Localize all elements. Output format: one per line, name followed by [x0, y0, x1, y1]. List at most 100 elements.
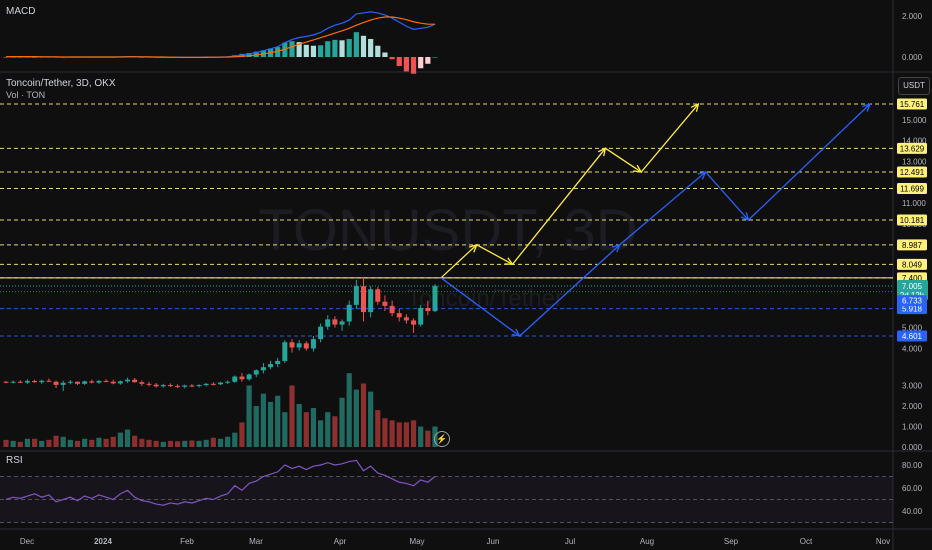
candle-body [110, 381, 116, 384]
prev-price-badge [897, 295, 927, 307]
candle-body [353, 286, 359, 305]
candle-body [218, 382, 223, 385]
macd-histogram-bar [325, 41, 331, 57]
volume-bar [410, 420, 417, 447]
currency-button[interactable]: USDT [898, 77, 930, 95]
lightning-icon[interactable]: ⚡ [434, 431, 450, 447]
rsi-line [5, 459, 436, 506]
candle-body [125, 379, 131, 382]
volume-bar [275, 395, 281, 447]
volume-bar [310, 408, 317, 447]
candle-body [411, 320, 417, 325]
price-tick-label: 15.000 [902, 116, 927, 125]
candle-body [132, 379, 138, 383]
volume-bar [203, 439, 209, 447]
volume-bar [239, 422, 245, 447]
price-tick-label: 0.000 [902, 443, 923, 452]
candle-body [189, 385, 195, 387]
macd-tick-label: 2.000 [902, 12, 923, 21]
rsi-label: RSI [6, 455, 23, 466]
projection-paths [440, 102, 872, 337]
volume-bar [196, 440, 202, 447]
macd-histogram-bar [353, 32, 359, 57]
price-tick-label: 14.000 [902, 137, 927, 146]
volume-bar [353, 389, 359, 447]
candle-body [46, 380, 52, 382]
candle-body [175, 385, 181, 387]
volume-bars [3, 373, 438, 447]
candle-body [89, 381, 95, 383]
volume-bar [403, 422, 409, 447]
volume-bar [10, 440, 16, 447]
volume-bar [53, 435, 59, 447]
watermark-symbol: TONUSDT, 3D [258, 198, 637, 263]
volume-label: Vol · TON [6, 90, 46, 100]
macd-histogram-bar [346, 38, 352, 57]
time-tick-label: Jun [487, 537, 500, 546]
time-tick-label: Nov [876, 537, 890, 546]
volume-bar [146, 439, 152, 447]
volume-bar [124, 429, 131, 447]
volume-bar [175, 441, 181, 447]
macd-histogram-bar [432, 57, 438, 58]
level-badge [897, 258, 927, 270]
rsi-pane [0, 459, 893, 523]
level-badge-label: 11.699 [900, 184, 924, 193]
candle-body [167, 385, 173, 387]
candle-body [368, 289, 374, 313]
volume-bar [96, 437, 102, 447]
projection-blue-arrowhead [697, 171, 707, 180]
volume-bar [89, 439, 95, 447]
volume-bar [325, 412, 331, 447]
volume-bar [260, 393, 266, 447]
price-tick-label: 4.000 [902, 344, 923, 353]
candle-body [53, 381, 59, 385]
prev-price-label: 6.733 [902, 297, 923, 306]
time-axis: Dec 2024 Feb Mar Apr May Jun Jul Aug Sep Oct Nov [20, 537, 890, 546]
time-tick-label: May [409, 537, 424, 546]
volume-bar [346, 373, 352, 447]
candle-body [375, 289, 381, 302]
candle-body [253, 370, 259, 375]
volume-bar [425, 430, 431, 447]
time-tick-label: 2024 [94, 537, 112, 546]
macd-histogram-bar [318, 45, 324, 57]
macd-histogram-bar [410, 57, 417, 74]
candle-body [361, 286, 366, 313]
time-tick-label: Sep [724, 537, 739, 546]
volume-bar [396, 422, 402, 447]
price-axis: 15.00014.00013.00011.00010.0009.0005.000… [897, 12, 928, 516]
volume-bar [217, 438, 224, 447]
candle-body [418, 307, 424, 325]
rsi-tick-label: 60.00 [902, 484, 923, 493]
horizontal-levels [0, 103, 893, 337]
candle-body [425, 307, 431, 312]
macd-label: MACD [6, 6, 36, 17]
macd-tick-label: 0.000 [902, 53, 923, 62]
price-tick-label: 11.000 [902, 199, 926, 208]
volume-bar [368, 391, 374, 447]
time-tick-label: Oct [800, 537, 813, 546]
candle-body [310, 339, 316, 349]
volume-bar [232, 432, 238, 447]
candle-body [246, 374, 252, 380]
candle-body [389, 305, 395, 314]
watermark-name: Toncoin/Tether [407, 285, 563, 312]
volume-bar [60, 436, 66, 447]
volume-bar [74, 440, 81, 447]
volume-bar [110, 436, 116, 447]
projection-yellow-arrowhead [690, 102, 700, 112]
macd-histogram-bar [375, 45, 381, 57]
macd-histogram-bar [425, 57, 431, 64]
candle-body [210, 383, 216, 385]
macd-histogram-bar [289, 41, 295, 57]
level-badge-label: 4.601 [902, 332, 923, 341]
volume-bar [117, 432, 123, 447]
volume-bar [210, 437, 216, 447]
price-tick-label: 13.000 [902, 157, 927, 166]
candle-body [432, 286, 438, 312]
rsi-tick-label: 40.00 [902, 507, 923, 516]
candle-body [196, 385, 202, 387]
candle-body [225, 381, 231, 383]
